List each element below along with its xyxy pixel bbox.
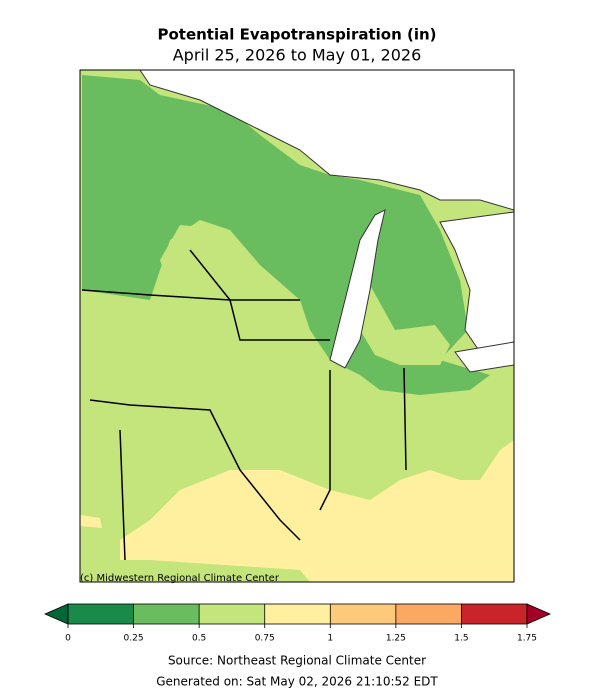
state-border <box>403 367 407 471</box>
source: Source: Northeast Regional Climate Cente… <box>168 654 426 668</box>
tick-label: 0.75 <box>255 634 275 644</box>
tick-label: 1.75 <box>517 634 537 644</box>
tick-label: 0 <box>65 634 71 644</box>
region <box>360 285 450 365</box>
color-bin <box>264 604 331 624</box>
state-border <box>81 289 300 301</box>
state-border <box>189 249 330 341</box>
color-bin <box>199 604 265 624</box>
subtitle: April 25, 2026 to May 01, 2026 <box>173 46 422 65</box>
lake-michigan <box>329 209 386 369</box>
tick-label: 1.25 <box>386 634 406 644</box>
over-arrow <box>526 603 552 625</box>
tick-label: 0.5 <box>192 634 206 644</box>
map: (c) Midwestern Regional Climate Center <box>79 69 515 584</box>
tick-label: 0.25 <box>124 634 144 644</box>
title: Potential Evapotranspiration (in) <box>157 26 436 44</box>
canada <box>139 69 515 211</box>
color-bin <box>68 604 134 624</box>
state-border <box>319 370 331 511</box>
color-bin <box>133 604 200 624</box>
under-arrow <box>43 603 69 625</box>
region <box>82 75 490 395</box>
color-bin <box>395 604 462 624</box>
tick-label: 1.5 <box>454 634 468 644</box>
region <box>160 225 310 340</box>
credit: (c) Midwestern Regional Climate Center <box>80 573 280 584</box>
color-bin <box>461 604 527 624</box>
state-border <box>89 399 301 541</box>
region <box>80 515 102 528</box>
map-frame <box>79 69 515 583</box>
tick-label: 1 <box>327 634 333 644</box>
colorbar: 0 0.25 0.5 0.75 1 1.25 1.5 1.75 <box>43 603 552 644</box>
state-border <box>119 429 126 561</box>
color-bin <box>330 604 396 624</box>
generated: Generated on: Sat May 02, 2026 21:10:52 … <box>156 675 438 689</box>
region <box>120 440 514 582</box>
